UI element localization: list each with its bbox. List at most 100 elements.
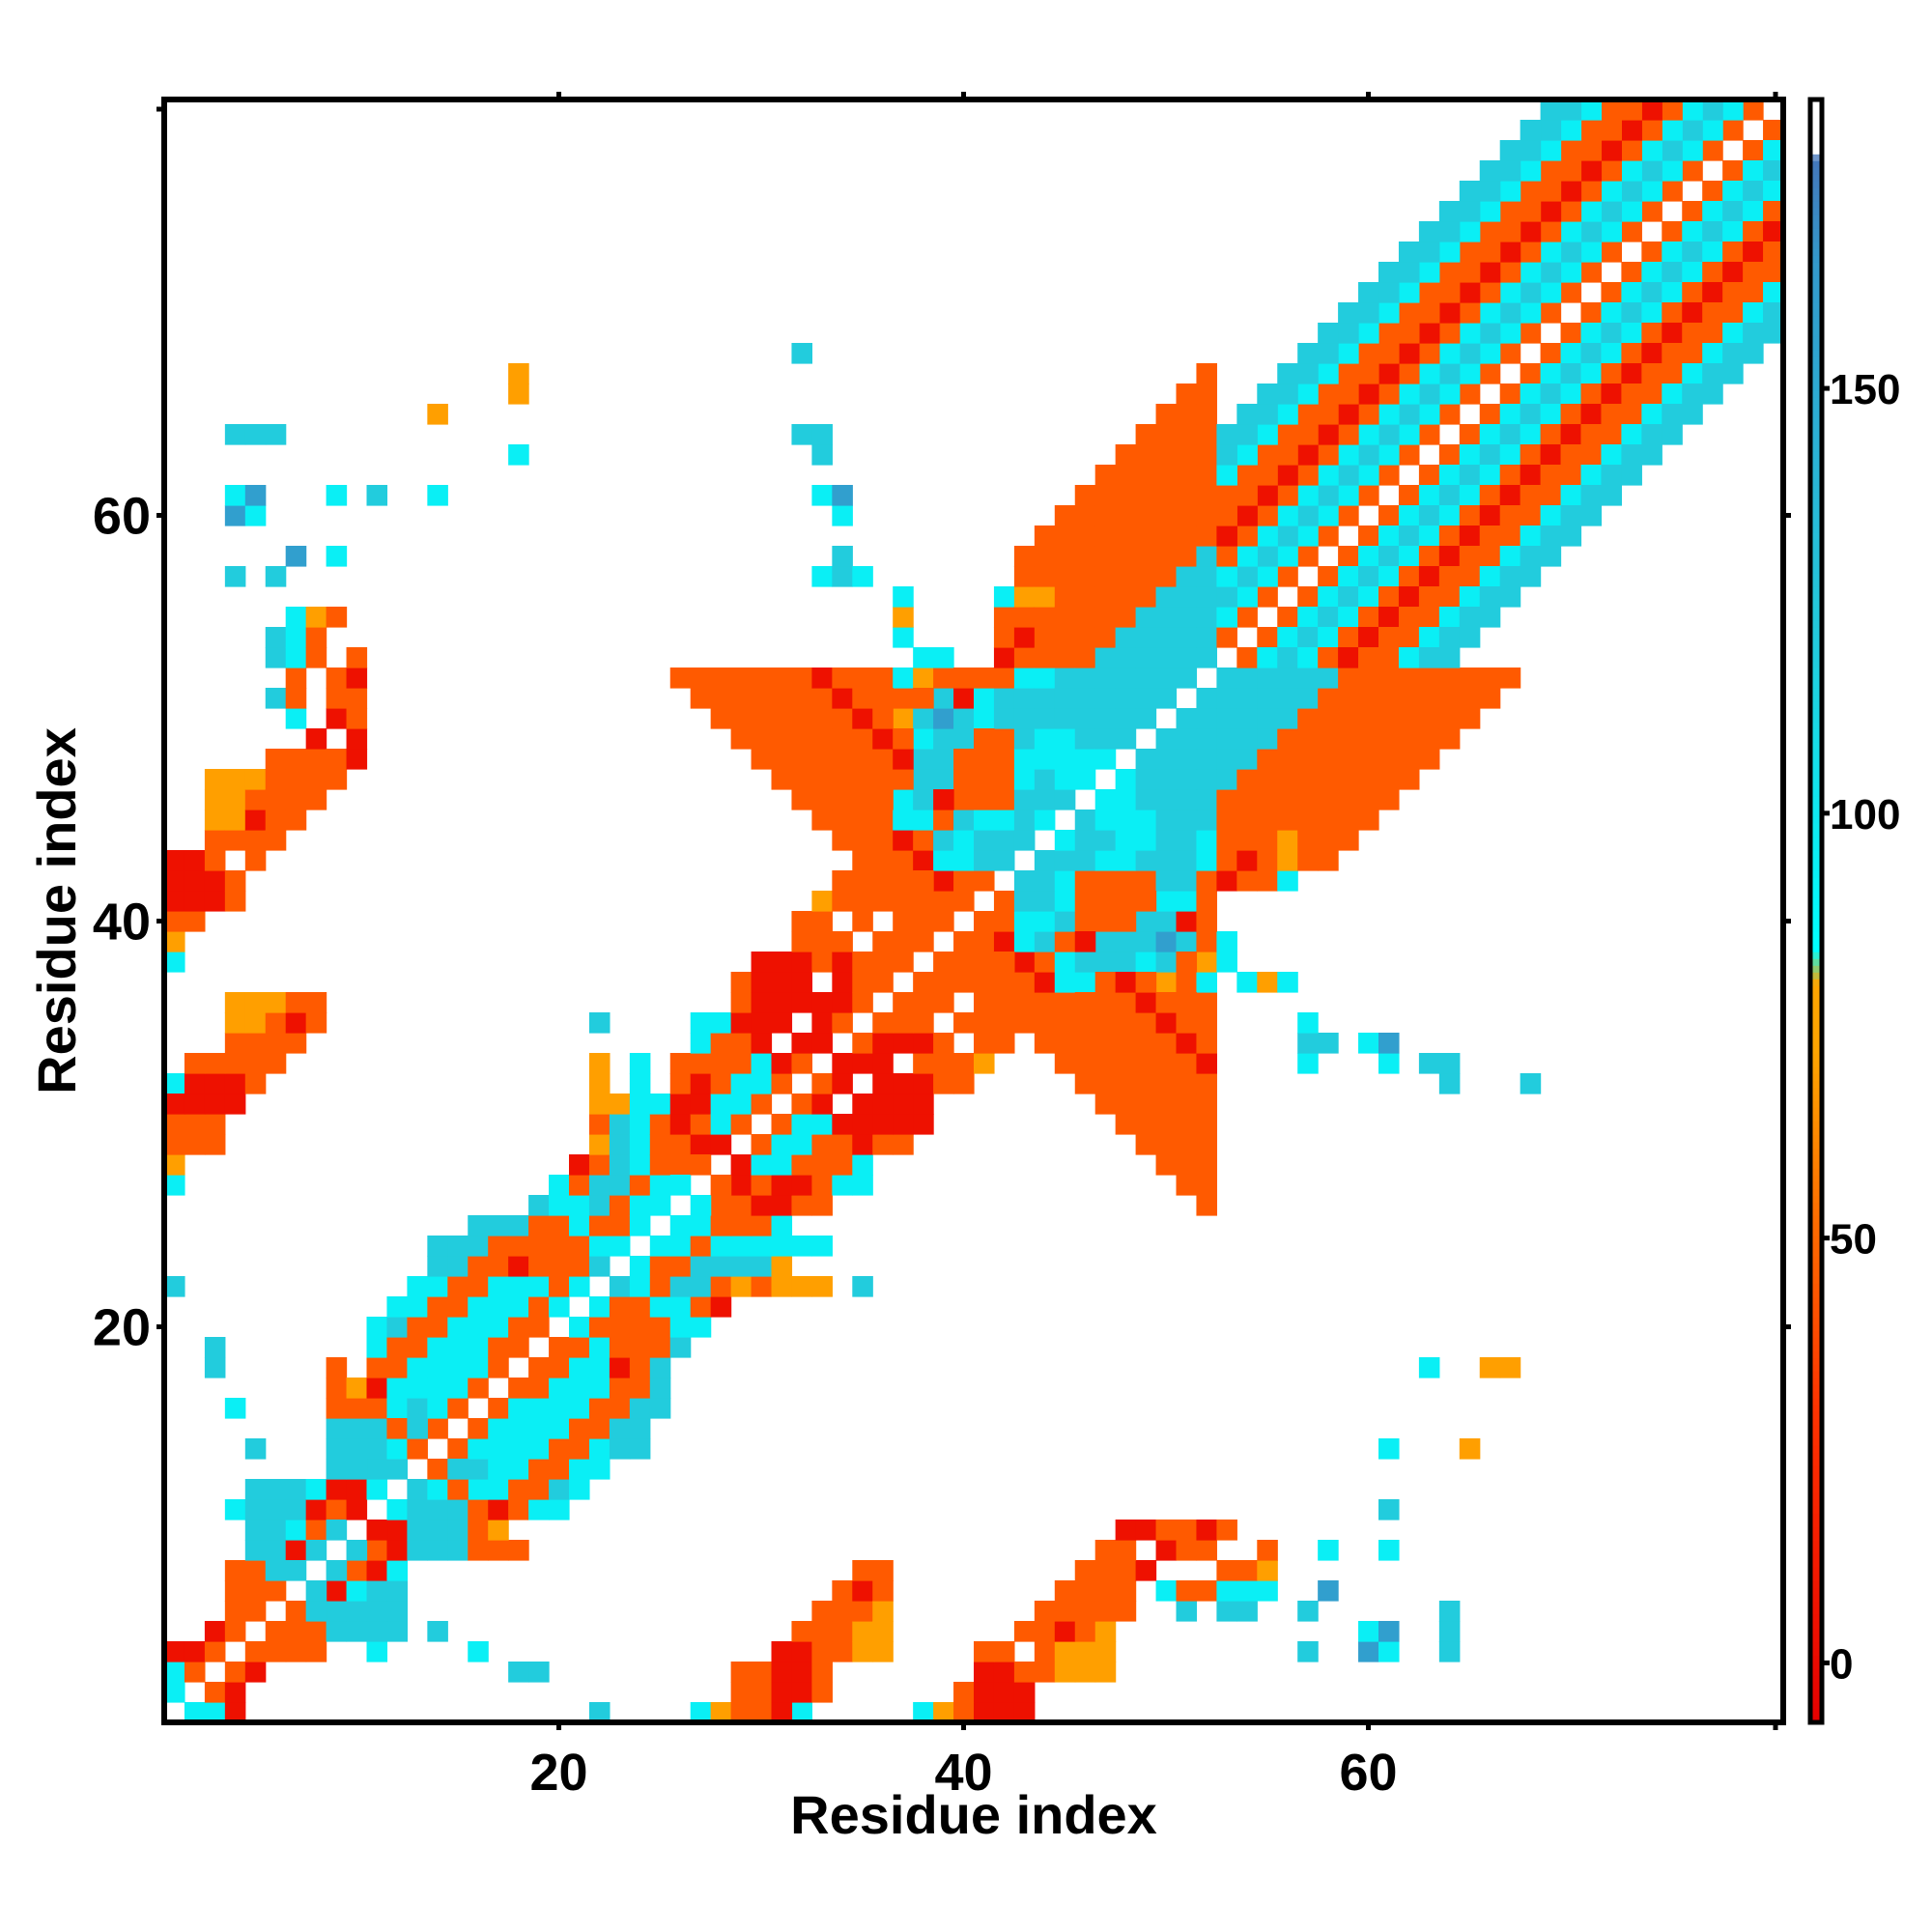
heatmap-cell <box>1277 546 1298 567</box>
heatmap-cell <box>508 1662 529 1683</box>
heatmap-cell <box>488 1499 509 1520</box>
heatmap-cell <box>488 1215 509 1236</box>
heatmap-cell <box>1176 870 1198 892</box>
heatmap-cell <box>224 485 246 506</box>
heatmap-cell <box>1601 465 1622 486</box>
heatmap-cell <box>1743 160 1764 182</box>
heatmap-cell <box>1216 566 1237 587</box>
heatmap-cell <box>1236 546 1258 567</box>
heatmap-cell <box>588 1012 611 1034</box>
heatmap-cell <box>1176 465 1198 486</box>
colorbar-segment <box>1810 762 1822 770</box>
colorbar-segment <box>1810 106 1822 114</box>
heatmap-cell <box>1277 810 1298 831</box>
heatmap-cell <box>1499 586 1521 608</box>
heatmap-cell <box>1297 505 1319 526</box>
heatmap-cell <box>1013 972 1036 993</box>
colorbar-segment <box>1810 647 1822 655</box>
heatmap-cell <box>730 972 753 993</box>
heatmap-cell <box>447 1438 469 1460</box>
heatmap-cell <box>224 1560 246 1581</box>
colorbar-segment <box>1810 275 1822 283</box>
heatmap-cell <box>1155 769 1178 790</box>
heatmap-cell <box>1601 282 1622 303</box>
heatmap-cell <box>588 1073 611 1094</box>
colorbar-segment <box>1810 904 1822 912</box>
heatmap-cell <box>1378 343 1400 364</box>
heatmap-cell <box>791 992 812 1013</box>
heatmap-cell <box>852 1621 873 1642</box>
heatmap-cell <box>1297 769 1319 790</box>
heatmap-cell <box>1297 789 1319 810</box>
colorbar-segment <box>1810 600 1822 608</box>
heatmap-cell <box>629 1154 651 1176</box>
heatmap-cell <box>528 1398 550 1419</box>
heatmap-cell <box>346 1580 368 1602</box>
heatmap-cell <box>852 728 873 750</box>
heatmap-cell <box>1358 465 1379 486</box>
heatmap-cell <box>1297 1053 1319 1074</box>
heatmap-cell <box>1155 424 1178 445</box>
heatmap-cell <box>386 1520 408 1541</box>
heatmap-cell <box>427 1398 448 1419</box>
heatmap-cell <box>1277 485 1298 506</box>
heatmap-cell <box>1257 1560 1278 1581</box>
heatmap-cell <box>1601 140 1622 161</box>
heatmap-cell <box>1479 160 1501 182</box>
heatmap-cell <box>1155 850 1178 871</box>
heatmap-cell <box>224 1702 246 1723</box>
heatmap-cell <box>407 1357 428 1378</box>
heatmap-cell <box>386 1337 408 1358</box>
heatmap-cell <box>629 1398 651 1419</box>
heatmap-cell <box>508 1337 529 1358</box>
heatmap-cell <box>1338 728 1359 750</box>
heatmap-cell <box>427 485 448 506</box>
colorbar-segment <box>1810 471 1822 479</box>
heatmap-cell <box>204 1134 226 1155</box>
heatmap-cell <box>1580 404 1603 425</box>
heatmap-cell <box>852 810 873 831</box>
heatmap-cell <box>1763 242 1784 263</box>
heatmap-cell <box>832 789 853 810</box>
colorbar-segment <box>1810 735 1822 743</box>
heatmap-cell <box>1216 668 1237 689</box>
heatmap-cell <box>1115 708 1137 729</box>
heatmap-cell <box>609 1236 631 1257</box>
colorbar-tick-label: 150 <box>1830 366 1900 413</box>
heatmap-cell <box>953 688 975 709</box>
heatmap-cell <box>1338 627 1359 648</box>
heatmap-cell <box>1013 728 1036 750</box>
heatmap-cell <box>588 1195 611 1216</box>
colorbar-segment <box>1810 133 1822 141</box>
heatmap-cell <box>1196 749 1217 770</box>
heatmap-cell <box>326 688 348 709</box>
heatmap-cell <box>1115 607 1137 628</box>
plot-frame <box>161 97 1786 1725</box>
heatmap-cell <box>852 1154 873 1176</box>
heatmap-cell <box>1378 404 1400 425</box>
heatmap-cell <box>326 708 348 729</box>
heatmap-cell <box>305 1641 327 1662</box>
colorbar-segment <box>1810 1371 1822 1378</box>
heatmap-cell <box>730 1682 753 1703</box>
heatmap-cell <box>1418 465 1440 486</box>
heatmap-cell <box>1520 302 1542 324</box>
heatmap-cell <box>852 1601 873 1622</box>
heatmap-cell <box>609 1296 631 1318</box>
heatmap-cell <box>832 1154 853 1176</box>
heatmap-cell <box>1257 1580 1278 1602</box>
heatmap-cell <box>872 708 894 729</box>
heatmap-cell <box>244 769 267 790</box>
heatmap-cell <box>1378 546 1400 567</box>
heatmap-cell <box>1580 120 1603 141</box>
heatmap-cell <box>974 708 995 729</box>
heatmap-cell <box>1338 586 1359 608</box>
heatmap-cell <box>224 1621 246 1642</box>
heatmap-cell <box>244 1540 267 1561</box>
heatmap-cell <box>1318 465 1339 486</box>
colorbar-segment <box>1810 1046 1822 1054</box>
heatmap-cell <box>1034 607 1056 628</box>
heatmap-cell <box>852 1560 873 1581</box>
heatmap-cell <box>488 1479 509 1500</box>
